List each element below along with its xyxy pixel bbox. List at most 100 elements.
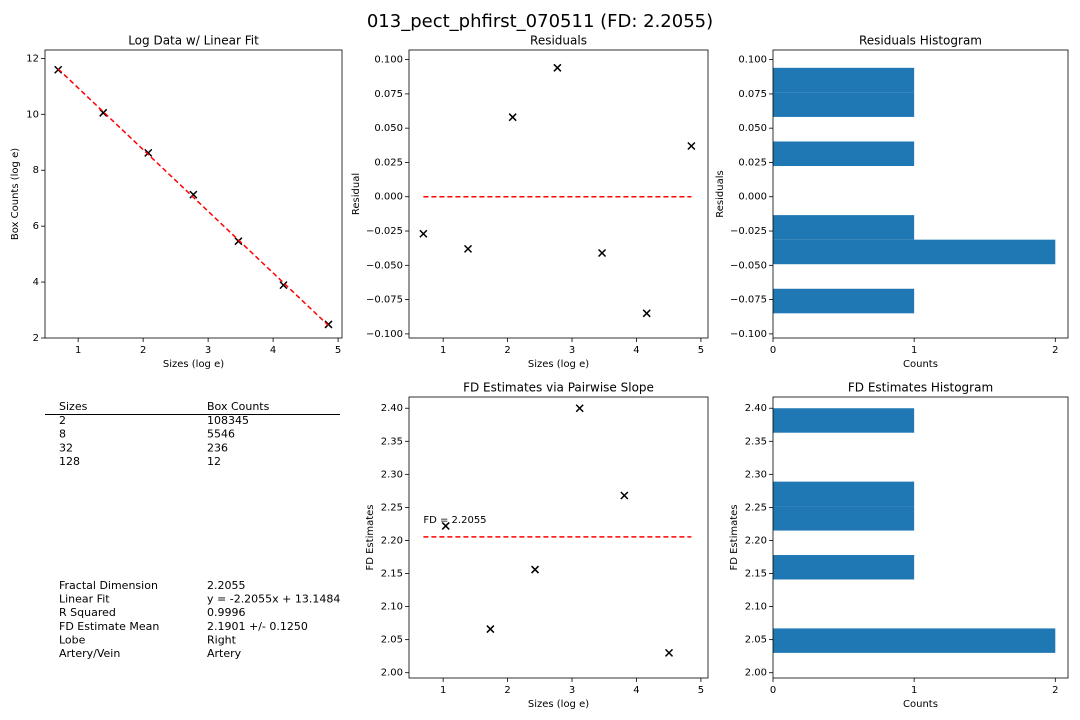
y-tick-label: 2.15 [381,569,403,580]
axis-title: Residuals Histogram [859,34,982,48]
y-tick-label: −0.100 [730,329,767,340]
y-axis-label: FD Estimates [365,504,376,570]
x-tick-label: 2 [504,685,510,696]
x-tick-label: 3 [569,345,575,356]
axis-title: FD Estimates via Pairwise Slope [463,381,654,395]
x-tick-label: 2 [1052,685,1058,696]
x-tick-label: 1 [440,345,446,356]
y-tick-label: 2.20 [745,535,767,546]
table-cell: 236 [207,441,228,454]
y-tick-label: 0.025 [374,157,403,168]
point [441,521,450,530]
y-tick-label: 2.00 [745,668,767,679]
table-cell: 2 [59,414,66,427]
y-tick-label: 2.30 [745,469,767,480]
stat-value: y = -2.2055x + 13.1484 [207,593,340,606]
stat-label: R Squared [59,606,116,619]
stat-label: Lobe [59,633,86,646]
x-axis-label: Counts [903,699,938,710]
table-cell: 12 [207,455,221,468]
x-tick-label: 0 [770,685,776,696]
point [324,320,333,329]
y-tick-label: 0.075 [374,89,403,100]
axes-frame [772,49,1069,339]
bar [773,481,915,507]
x-tick-label: 4 [633,685,639,696]
point [508,113,517,122]
y-axis-label: Residual [351,173,362,215]
point [598,248,607,258]
point [463,244,473,253]
point [664,648,674,657]
y-tick-label: 2.00 [381,668,403,679]
point [419,229,428,238]
stat-value: 2.1901 +/- 0.1250 [207,620,308,633]
point [620,491,629,500]
point [575,404,584,413]
table-cell: 108345 [207,414,249,427]
y-tick-label: 2.35 [745,436,767,447]
x-axis-label: Sizes (log e) [528,699,589,710]
y-tick-label: 0.050 [374,123,403,134]
point [531,565,540,574]
y-tick-label: 2.35 [381,436,403,447]
y-axis-label: FD Estimates [729,504,740,570]
bar [773,92,915,117]
x-axis-label: Counts [903,359,938,370]
y-tick-label: 2.10 [381,602,403,613]
x-tick-label: 1 [440,685,446,696]
table-header: Box Counts [207,400,270,413]
y-tick-label: 12 [26,53,39,64]
table-header: Sizes [59,400,88,413]
axis-title: FD Estimates Histogram [848,381,993,395]
figure-title: 013_pect_phfirst_070511 (FD: 2.2055) [367,11,713,32]
axes-frame [44,49,343,339]
y-tick-label: 2.25 [381,502,403,513]
bar [773,239,1056,265]
y-tick-label: 0.000 [374,192,403,203]
x-tick-label: 3 [205,345,211,356]
bar [773,288,915,314]
axes-frame [408,396,709,679]
stat-label: Linear Fit [59,593,110,606]
y-tick-label: 0.025 [738,157,767,168]
y-tick-label: 2.05 [381,635,403,646]
y-axis-label: Box Counts (log e) [10,148,21,240]
point [144,148,153,157]
x-tick-label: 5 [698,685,704,696]
table-cell: 128 [59,455,80,468]
table-cell: 32 [59,441,73,454]
x-tick-label: 2 [504,345,510,356]
y-tick-label: −0.050 [366,260,403,271]
x-tick-label: 2 [1052,345,1058,356]
x-tick-label: 1 [911,345,917,356]
y-tick-label: 0.050 [738,123,767,134]
annotation: FD = 2.2055 [423,515,486,526]
y-axis-label: Residuals [715,170,726,217]
stat-value: 2.2055 [207,579,246,592]
y-tick-label: 2.40 [381,403,403,414]
x-tick-label: 5 [698,345,704,356]
y-tick-label: −0.075 [730,295,767,306]
y-tick-label: 0.100 [738,55,767,66]
x-tick-label: 4 [633,345,639,356]
bar [773,555,915,580]
y-tick-label: 2.20 [381,535,403,546]
stat-value: Right [207,633,237,646]
point [553,63,562,72]
axis-title: Residuals [530,34,587,48]
y-tick-label: 2.30 [381,469,403,480]
x-tick-label: 1 [911,685,917,696]
x-axis-label: Sizes (log e) [528,359,589,370]
bar [773,506,915,531]
y-tick-label: −0.025 [730,226,767,237]
bar [773,215,915,240]
y-tick-label: 0.100 [374,55,403,66]
x-tick-label: 5 [335,345,341,356]
point [687,141,696,151]
stat-label: Fractal Dimension [59,579,158,592]
stat-value: Artery [207,647,242,660]
point [279,281,288,290]
point [486,625,495,634]
